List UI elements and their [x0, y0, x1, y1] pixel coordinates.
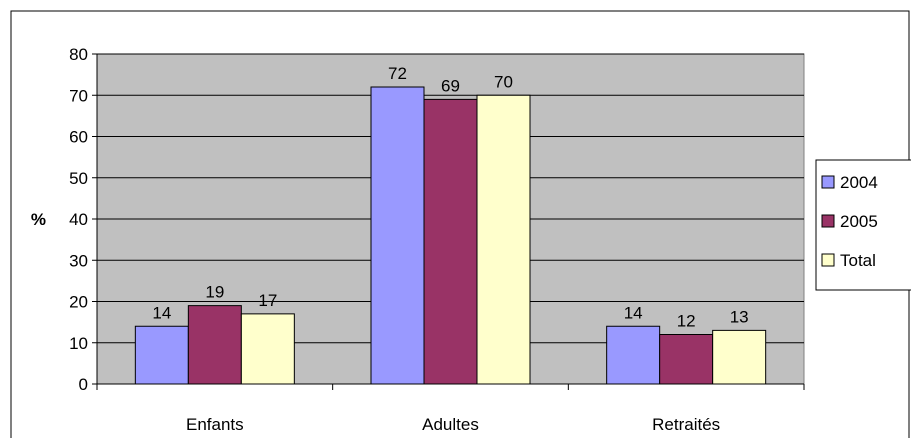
data-label: 70	[494, 72, 513, 91]
y-tick-label: 20	[69, 293, 88, 312]
x-axis: Enfants Adultes Retraités	[96, 383, 805, 434]
data-label: 12	[677, 312, 696, 331]
y-tick-label: 80	[69, 45, 88, 64]
y-tick-label: 0	[79, 375, 88, 394]
data-label: 72	[388, 64, 407, 83]
data-label: 14	[624, 303, 643, 322]
bar-2005-0	[187, 305, 242, 385]
bar-total-0	[240, 313, 295, 385]
legend-label: 2004	[840, 173, 878, 192]
y-tick-label: 40	[69, 210, 88, 229]
bar-2004-2	[606, 325, 661, 385]
data-label: 19	[205, 283, 224, 302]
y-tick-label: 30	[69, 251, 88, 270]
data-label: 17	[258, 291, 277, 310]
data-label: 13	[730, 307, 749, 326]
bar-2004-1	[370, 86, 425, 385]
bar-2004-0	[134, 325, 189, 385]
legend: 2004 2005 Total	[815, 159, 911, 291]
y-tick-label: 10	[69, 334, 88, 353]
bars	[134, 86, 767, 385]
x-tick-label: Adultes	[422, 415, 479, 434]
bar-total-1	[476, 94, 531, 385]
legend-swatch	[821, 214, 835, 228]
legend-swatch	[821, 175, 835, 189]
y-tick-label: 50	[69, 169, 88, 188]
bar-total-2	[712, 329, 767, 385]
x-tick-label: Enfants	[186, 415, 244, 434]
y-axis-label: %	[31, 210, 46, 229]
bar-2005-1	[423, 98, 478, 385]
legend-label: Total	[840, 251, 876, 270]
data-label: 69	[441, 76, 460, 95]
y-tick-label: 70	[69, 86, 88, 105]
legend-label: 2005	[840, 212, 878, 231]
legend-swatch	[821, 253, 835, 267]
data-labels: 14 72 14 19 69 12 17 70 13	[152, 64, 748, 331]
bar-2005-2	[659, 334, 714, 385]
y-axis: 0 10 20 30 40 50 60 70 80	[69, 45, 98, 394]
data-label: 14	[152, 303, 171, 322]
x-tick-label: Retraités	[652, 415, 720, 434]
y-tick-label: 60	[69, 128, 88, 147]
